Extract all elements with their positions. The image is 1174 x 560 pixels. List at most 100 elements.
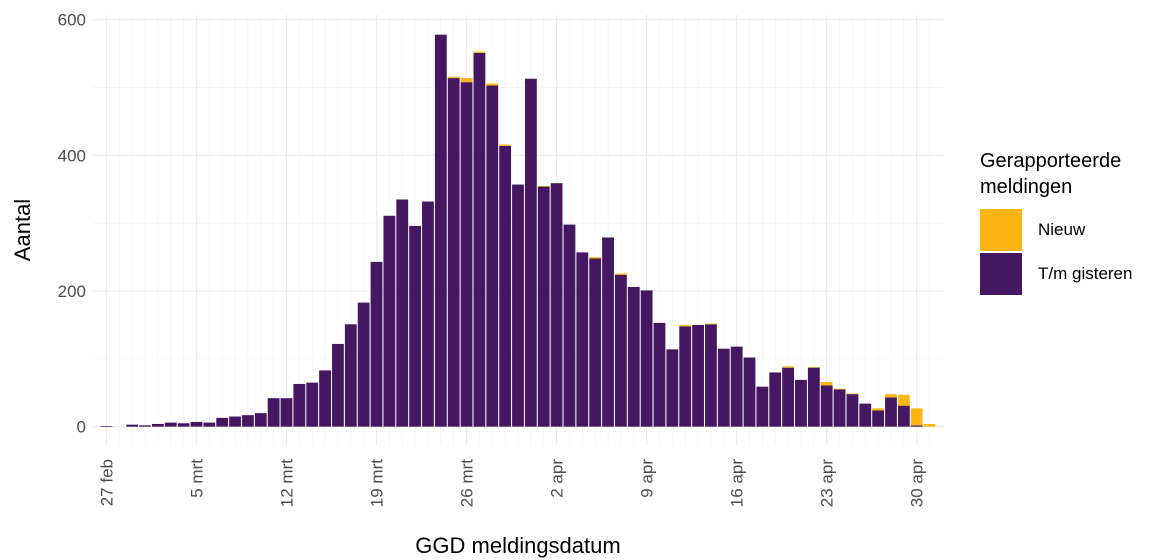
bar-segment bbox=[576, 252, 589, 427]
bar-segment bbox=[846, 394, 859, 427]
bar-segment bbox=[563, 224, 576, 427]
bar-segment bbox=[627, 286, 640, 427]
bar-segment bbox=[807, 367, 820, 427]
bar-segment bbox=[447, 76, 460, 79]
bar-segment bbox=[640, 290, 653, 427]
bar-segment bbox=[589, 258, 602, 427]
bar-segment bbox=[241, 415, 254, 427]
bar-segment bbox=[422, 201, 434, 427]
bar-segment bbox=[434, 34, 447, 427]
bar-segment bbox=[897, 394, 910, 406]
bar-segment bbox=[293, 383, 306, 427]
y-tick-label: 600 bbox=[58, 11, 86, 30]
bar-segment bbox=[357, 302, 370, 427]
bar-segment bbox=[679, 326, 692, 427]
bar-segment bbox=[782, 367, 795, 427]
bar-segment bbox=[151, 423, 164, 427]
x-tick-label: 30 apr bbox=[908, 459, 927, 508]
legend-item: Nieuw bbox=[980, 208, 1170, 252]
bar-segment bbox=[254, 413, 267, 427]
bar-segment bbox=[126, 424, 139, 427]
bar-segment bbox=[782, 366, 795, 368]
bar-segment bbox=[872, 410, 885, 427]
bar-segment bbox=[717, 348, 730, 427]
bar-segment bbox=[164, 422, 177, 427]
legend-title: Gerapporteerde meldingen bbox=[980, 150, 1122, 198]
bar-segment bbox=[306, 382, 319, 427]
legend-swatch bbox=[980, 209, 1022, 251]
bar-segment bbox=[319, 370, 331, 427]
x-axis-title: GGD meldingsdatum bbox=[415, 533, 620, 558]
bar-segment bbox=[550, 183, 563, 427]
legend-label: Nieuw bbox=[1038, 220, 1086, 239]
x-tick-label: 23 apr bbox=[818, 459, 837, 508]
bar-segment bbox=[910, 408, 923, 426]
bar-segment bbox=[499, 145, 512, 427]
bar-segment bbox=[370, 261, 383, 427]
bar-segment bbox=[177, 423, 190, 427]
bar-segment bbox=[344, 324, 357, 427]
y-tick-label: 0 bbox=[77, 418, 86, 437]
bar-segment bbox=[756, 386, 769, 427]
bar-segment bbox=[383, 215, 396, 427]
bar-segment bbox=[769, 372, 782, 427]
bar-segment bbox=[100, 426, 113, 427]
bar-segment bbox=[885, 397, 897, 427]
bar-segment bbox=[280, 398, 293, 427]
x-tick-label: 9 apr bbox=[638, 459, 657, 498]
x-tick-label: 19 mrt bbox=[368, 459, 387, 507]
x-tick-label: 16 apr bbox=[728, 459, 747, 508]
bar-segment bbox=[203, 422, 216, 427]
bar-segment bbox=[666, 349, 679, 427]
bar-segment bbox=[653, 322, 666, 427]
bar-segment bbox=[589, 257, 602, 259]
bar-segment bbox=[923, 423, 936, 427]
bar-segment bbox=[499, 144, 512, 146]
bar-segment bbox=[486, 83, 499, 86]
x-tick-label: 5 mrt bbox=[187, 459, 206, 498]
bar-segment bbox=[409, 225, 422, 427]
y-axis-title: Aantal bbox=[10, 199, 35, 261]
bar-segment bbox=[833, 388, 846, 390]
bar-segment bbox=[859, 403, 872, 427]
bar-segment bbox=[190, 421, 203, 427]
x-tick-label: 27 feb bbox=[97, 459, 116, 506]
y-tick-label: 200 bbox=[58, 282, 86, 301]
legend: Gerapporteerde meldingen Nieuw T/m gister… bbox=[980, 148, 1170, 296]
bar-segment bbox=[614, 273, 627, 275]
bar-segment bbox=[524, 78, 537, 427]
bar-segment bbox=[486, 85, 499, 427]
bar-segment bbox=[795, 379, 807, 427]
bar-segment bbox=[216, 417, 229, 427]
bar-segment bbox=[537, 186, 550, 427]
bar-segment bbox=[267, 398, 280, 427]
bar-segment bbox=[332, 343, 344, 427]
bar-segment bbox=[139, 425, 151, 427]
bar-segment bbox=[897, 405, 910, 427]
bar-segment bbox=[885, 394, 897, 398]
bar-segment bbox=[460, 78, 473, 83]
bar-segment bbox=[833, 389, 846, 427]
x-tick-label: 12 mrt bbox=[277, 459, 296, 507]
bar-segment bbox=[846, 393, 859, 395]
bar-segment bbox=[705, 324, 717, 427]
bar-segment bbox=[730, 346, 743, 427]
bar-segment bbox=[473, 52, 486, 427]
bar-segment bbox=[460, 82, 473, 427]
bar-segment bbox=[614, 274, 627, 427]
x-tick-label: 26 mrt bbox=[458, 459, 477, 507]
bar-segment bbox=[679, 324, 692, 327]
bar-segment bbox=[872, 408, 885, 411]
bar-segment bbox=[229, 416, 241, 427]
x-tick-label: 2 apr bbox=[548, 459, 567, 498]
bar-segment bbox=[820, 381, 833, 386]
bar-segment bbox=[807, 367, 820, 368]
legend-item: T/m gisteren bbox=[980, 252, 1170, 296]
legend-swatch bbox=[980, 253, 1022, 295]
bar-segment bbox=[602, 237, 614, 427]
bar-segment bbox=[692, 324, 704, 427]
bar-segment bbox=[447, 78, 460, 427]
legend-label: T/m gisteren bbox=[1038, 264, 1133, 283]
